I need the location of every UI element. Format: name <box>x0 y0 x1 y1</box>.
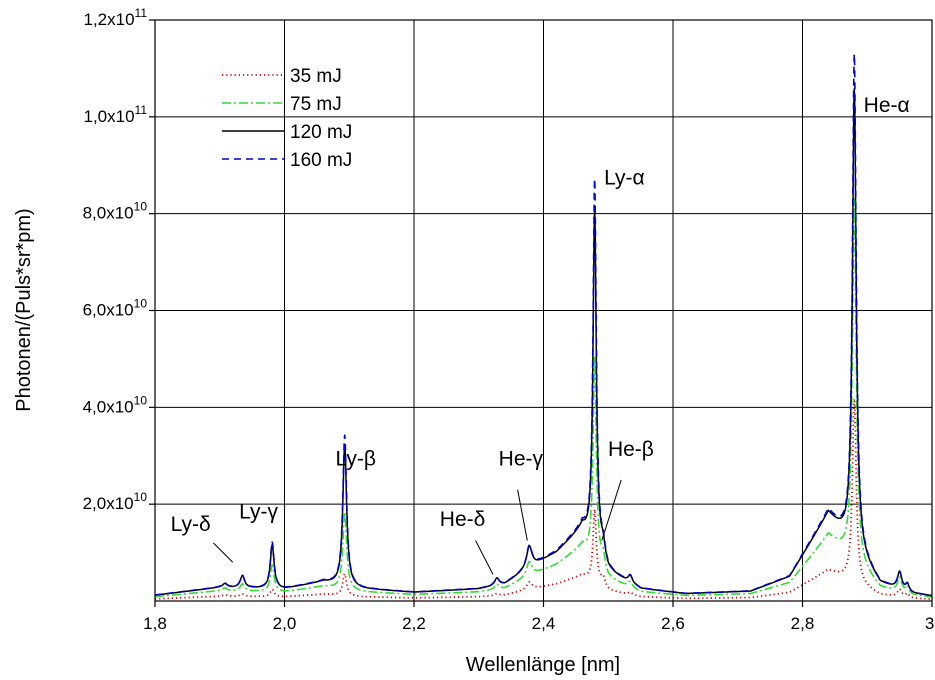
peak-label: He-α <box>864 94 910 117</box>
annotation-pointer <box>517 489 528 541</box>
grid <box>155 20 932 601</box>
peak-label: He-β <box>608 438 654 461</box>
series-group <box>154 53 933 600</box>
y-tick-label: 2,0x1010 <box>83 490 148 513</box>
x-tick-label: 2,8 <box>791 614 815 633</box>
peak-label: Ly-γ <box>239 501 278 524</box>
y-tick-label: 1,0x1011 <box>83 103 147 126</box>
annotation-pointer <box>601 479 622 541</box>
legend-label: 160 mJ <box>290 150 352 171</box>
peak-annotations: Ly-δ Ly-γ Ly-β He-δ He-γ He-β Ly-α He-α <box>171 94 910 575</box>
y-axis-label: Photonen/(Puls*sr*pm) <box>13 208 35 411</box>
peak-label: He-γ <box>499 447 544 470</box>
axis-ticks: 1,8 2,0 2,2 2,4 2,6 2,8 3, 2,0x1010 4,0x1010 6,0x… <box>83 6 935 633</box>
y-tick-label: 6,0x1010 <box>83 297 148 320</box>
legend-label: 120 mJ <box>290 122 352 143</box>
x-tick-label: 2,2 <box>402 614 426 633</box>
legend-label: 35 mJ <box>290 66 342 87</box>
peak-label: Ly-δ <box>171 513 211 536</box>
x-tick-label: 2,0 <box>273 614 297 633</box>
x-tick-label: 2,6 <box>661 614 685 633</box>
legend-label: 75 mJ <box>290 94 342 115</box>
annotation-pointer <box>475 540 494 575</box>
annotation-pointer <box>212 542 234 563</box>
y-tick-label: 4,0x1010 <box>83 393 148 416</box>
peak-label: He-δ <box>440 508 486 531</box>
y-tick-label: 1,2x1011 <box>83 6 147 29</box>
x-axis-label: Wellenlänge [nm] <box>466 654 620 676</box>
peak-label: Ly-α <box>604 167 645 190</box>
peak-label: Ly-β <box>335 447 375 470</box>
y-tick-label: 8,0x1010 <box>83 200 148 223</box>
series-line <box>154 53 933 597</box>
x-tick-label: 1,8 <box>143 614 167 633</box>
series-line <box>154 197 933 598</box>
x-tick-label: 2,4 <box>532 614 556 633</box>
legend: 35 mJ 75 mJ 120 mJ 160 mJ <box>222 66 352 171</box>
x-tick-label: 3, <box>925 614 935 633</box>
